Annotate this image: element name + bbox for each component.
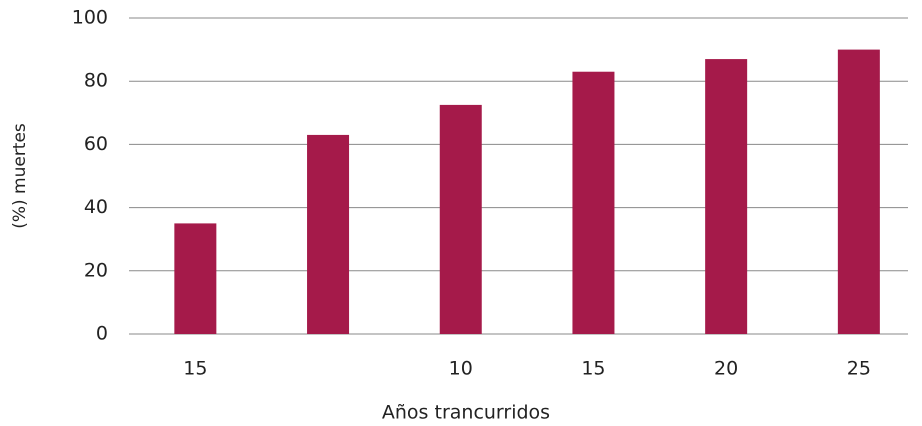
y-tick-label: 20 — [84, 259, 108, 281]
bar — [439, 104, 482, 335]
bar — [307, 134, 350, 334]
x-tick-label: 20 — [714, 358, 738, 380]
y-axis-label: (%) muertes — [10, 123, 30, 229]
x-tick-label: 10 — [449, 358, 473, 380]
x-axis-label: Años trancurridos — [382, 402, 550, 424]
y-tick-label: 80 — [84, 70, 108, 92]
x-tick-label: 15 — [581, 358, 605, 380]
x-tick-label: 15 — [183, 358, 207, 380]
bar — [572, 71, 615, 334]
y-tick-label: 60 — [84, 133, 108, 155]
y-tick-label: 0 — [96, 323, 108, 345]
y-tick-label: 40 — [84, 196, 108, 218]
y-tick-label: 100 — [72, 7, 108, 29]
bar — [705, 59, 748, 335]
x-tick-label: 25 — [847, 358, 871, 380]
bar — [837, 49, 880, 334]
bar — [174, 223, 217, 334]
